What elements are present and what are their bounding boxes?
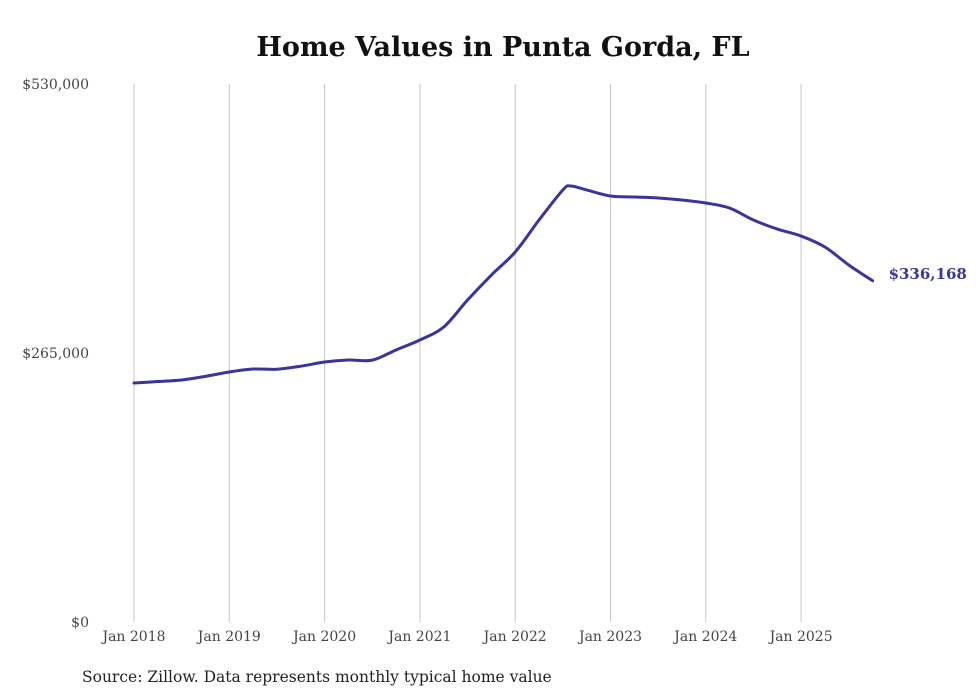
x-tick-label: Jan 2019 — [196, 629, 261, 645]
x-tick-label: Jan 2025 — [768, 629, 833, 645]
x-tick-label: Jan 2022 — [482, 629, 547, 645]
x-tick-label: Jan 2021 — [386, 629, 451, 645]
x-tick-label: Jan 2024 — [672, 629, 737, 645]
x-tick-label: Jan 2020 — [291, 629, 356, 645]
series-line — [132, 184, 875, 385]
end-value-label: $336,168 — [889, 265, 967, 283]
chart-title: Home Values in Punta Gorda, FL — [256, 32, 750, 63]
y-tick-label: $0 — [71, 615, 89, 631]
y-tick-label: $265,000 — [22, 346, 89, 362]
x-tick-label: Jan 2023 — [577, 629, 642, 645]
source-note: Source: Zillow. Data represents monthly … — [82, 668, 552, 686]
x-tick-label: Jan 2018 — [100, 629, 165, 645]
y-tick-label: $530,000 — [22, 77, 89, 93]
